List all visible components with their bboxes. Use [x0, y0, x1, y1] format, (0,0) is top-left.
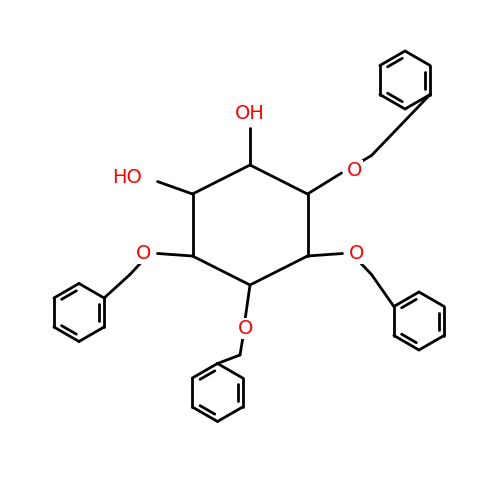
Text: O: O: [347, 161, 362, 180]
Text: O: O: [136, 244, 152, 263]
Text: O: O: [348, 244, 364, 263]
Text: HO: HO: [112, 168, 142, 187]
Text: O: O: [238, 319, 254, 338]
Text: OH: OH: [235, 104, 265, 123]
